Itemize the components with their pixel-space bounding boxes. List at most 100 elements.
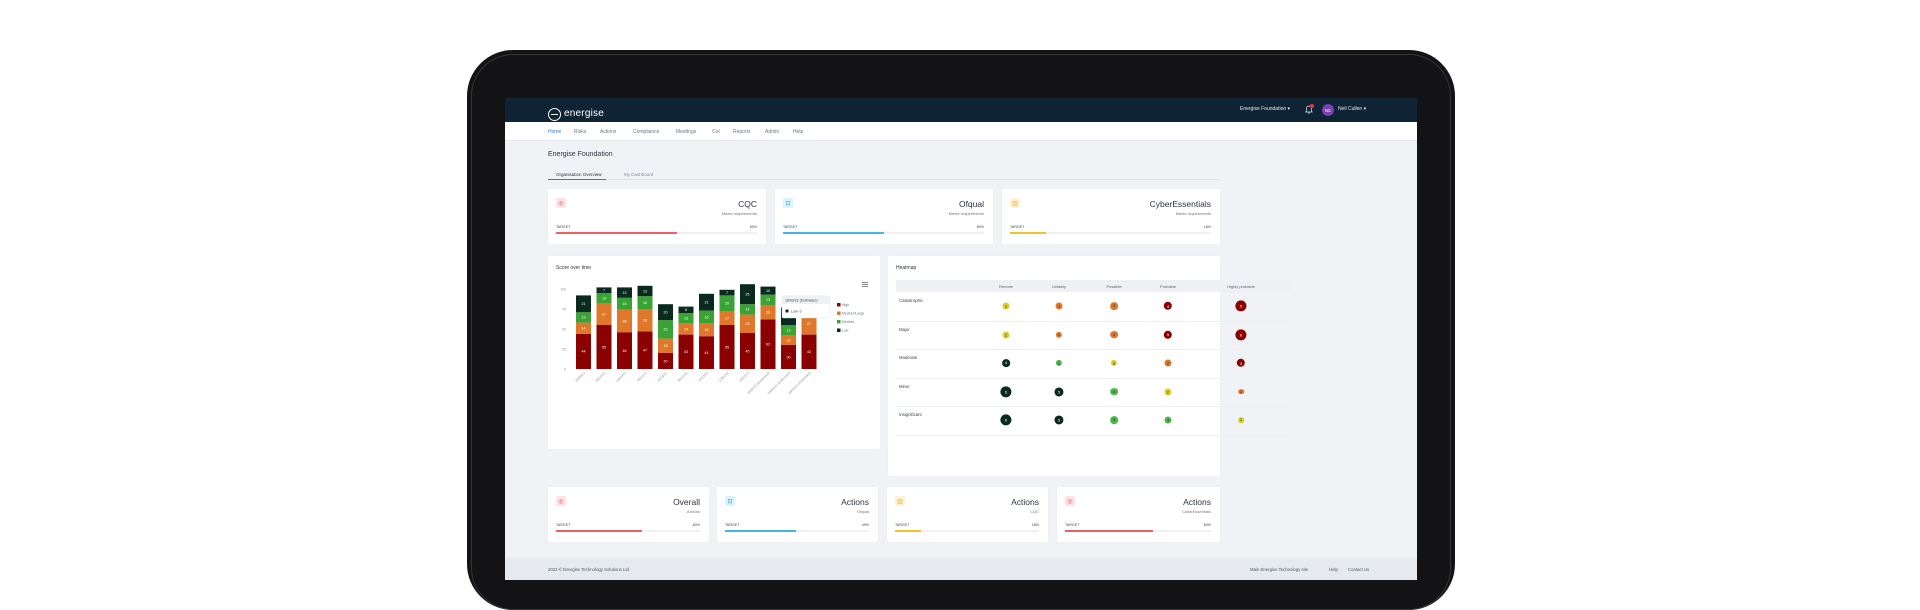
bar-segment	[617, 287, 632, 298]
kpi-progress-fill	[783, 232, 884, 234]
heatmap-cell[interactable]: 3	[1110, 416, 1118, 424]
tab-my-dashboard[interactable]: My Dashboard	[624, 172, 654, 177]
kpi-card-actions-cqc[interactable]: ▥ Actions CQC TARGET 18%	[887, 487, 1048, 542]
bar-segment	[658, 320, 673, 339]
heatmap-cell[interactable]: 4	[1110, 387, 1118, 396]
user-menu[interactable]: Neil Cullen ▾	[1338, 106, 1367, 112]
nav-help[interactable]: Help	[793, 129, 804, 135]
heatmap-cell[interactable]: 2	[1002, 331, 1010, 338]
heatmap-cell[interactable]: 5	[1054, 386, 1064, 397]
heatmap-row-label: Major	[899, 326, 910, 332]
kpi-progress-track	[1010, 232, 1211, 234]
heatmap-cell[interactable]: 1	[1002, 302, 1010, 310]
nav-reports[interactable]: Reports	[733, 129, 751, 135]
kpi-target-label: TARGET	[1010, 225, 1025, 229]
footer-link-main-site[interactable]: Main Energise Technology site	[1250, 567, 1309, 572]
data-label: 20	[725, 302, 729, 306]
heatmap-cell[interactable]: 1	[1055, 359, 1063, 367]
data-label: 15	[623, 302, 627, 306]
heatmap-cell[interactable]: 5	[1163, 330, 1173, 339]
heatmap-cell[interactable]: 1	[1238, 388, 1244, 395]
heatmap-cell[interactable]: 6	[1000, 414, 1012, 426]
data-label: 13	[746, 308, 750, 312]
data-label: 17	[725, 317, 729, 321]
y-tick-label: 25	[562, 348, 566, 352]
target-icon: ◎	[556, 496, 566, 506]
chart-menu-icon[interactable]	[862, 282, 868, 287]
heatmap-title: Heatmap	[896, 265, 917, 271]
kpi-percent: 18%	[1203, 225, 1211, 229]
data-label: 8	[685, 308, 687, 312]
nav-admin[interactable]: Admin	[765, 129, 780, 135]
nav-actions[interactable]: Actions	[600, 129, 617, 135]
data-label: 16	[643, 301, 647, 305]
heatmap-cell[interactable]: 4	[1002, 359, 1010, 367]
logo-text: energise	[564, 108, 604, 119]
kpi-subtitle: CQC	[1030, 509, 1039, 514]
avatar[interactable]: NC	[1322, 104, 1334, 116]
heatmap-cell[interactable]: 6	[1000, 385, 1012, 398]
data-label: 21	[705, 301, 709, 305]
heatmap-cell[interactable]: 1	[1055, 302, 1063, 310]
data-label: 55	[602, 345, 606, 349]
footer-link-contact[interactable]: Contact Us	[1348, 567, 1370, 572]
kpi-target-label: TARGET	[556, 225, 571, 229]
kpi-card-overall-actions[interactable]: ◎ Overall Actions TARGET 60%	[548, 487, 709, 542]
heatmap-cell[interactable]: 5	[1054, 415, 1064, 425]
kpi-subtitle: Actions	[686, 509, 700, 514]
bar-segment	[699, 293, 714, 311]
heatmap-row-divider	[896, 377, 1292, 379]
nav-risks[interactable]: Risks	[574, 129, 587, 135]
heatmap-cell[interactable]: 4	[1163, 301, 1173, 311]
heatmap-cell[interactable]: 1	[1238, 417, 1244, 423]
nav-home[interactable]: Home	[548, 129, 562, 135]
data-label: 47	[643, 349, 647, 353]
kpi-card-ofqual[interactable]: ⊡ Ofqual Meets requirements TARGET 80%	[775, 189, 993, 244]
heatmap-cell[interactable]: 4	[1110, 330, 1118, 339]
main-nav: Home Risks Actions Compliance Meetings C…	[505, 122, 1417, 141]
bar-segment	[760, 319, 776, 369]
bar-segment	[678, 334, 694, 369]
footer: 2022 © Energise Technology Solutions Ltd…	[505, 558, 1417, 580]
heatmap-cell[interactable]: 3	[1236, 358, 1246, 368]
score-over-time-panel: Score over time 0 25 50 75 100 44 14 13 21 28/09/…	[548, 256, 880, 449]
heatmap-cell[interactable]: 8	[1235, 328, 1247, 341]
logo-mark-icon	[548, 107, 561, 121]
heatmap-cell[interactable]: 3	[1110, 359, 1118, 367]
organisation-selector[interactable]: Energise Foundation ▾	[1240, 106, 1291, 112]
bar-segment	[740, 304, 755, 315]
y-tick-label: 50	[562, 328, 566, 332]
kpi-title: CyberEssentials	[1149, 199, 1211, 209]
x-tick-label: 18/03/22 (Estimated)	[787, 371, 811, 395]
bar-segment	[576, 333, 591, 369]
data-label: 43	[807, 350, 811, 354]
kpi-subtitle: CyberEssentials	[1182, 509, 1211, 514]
heatmap-cell[interactable]: 1	[1055, 331, 1063, 338]
nav-coi[interactable]: CoI	[712, 129, 720, 135]
tab-organisation-overview[interactable]: Organisation Overview	[556, 172, 602, 177]
kpi-card-cqc[interactable]: ◎ CQC Meets requirements TARGET 60%	[548, 189, 766, 244]
kpi-card-actions-ofqual[interactable]: ⊡ Actions Ofqual TARGET 49%	[717, 487, 878, 542]
heatmap-cell[interactable]: 2	[1164, 359, 1172, 367]
legend-label: Medium	[842, 320, 855, 324]
bar-segment	[719, 295, 735, 312]
heatmap-cell[interactable]: 3	[1110, 302, 1118, 310]
nav-meetings[interactable]: Meetings	[676, 129, 697, 135]
data-label: 23	[664, 328, 668, 332]
heatmap-cell[interactable]: 2	[1164, 388, 1172, 395]
heatmap-cell[interactable]: 5	[1235, 300, 1247, 312]
bar-segment	[617, 297, 632, 310]
bar-chart-icon: ▥	[895, 496, 905, 506]
kpi-card-cyberessentials[interactable]: ▥ CyberEssentials Meets requirements TAR…	[1002, 189, 1220, 244]
cart-icon: ⊡	[725, 496, 735, 506]
footer-link-help[interactable]: Help	[1329, 567, 1338, 572]
data-label: 28	[623, 319, 627, 323]
target-icon: ◎	[556, 198, 566, 208]
bar-segment	[576, 322, 591, 334]
nav-compliance[interactable]: Compliance	[633, 129, 660, 135]
kpi-percent: 18%	[1031, 523, 1039, 527]
data-label: 25	[746, 293, 750, 297]
x-tick-label: 12/01/22	[718, 371, 730, 383]
kpi-card-actions-cyberessentials[interactable]: ◎ Actions CyberEssentials TARGET 60%	[1057, 487, 1220, 542]
heatmap-cell[interactable]: 3	[1164, 416, 1172, 424]
